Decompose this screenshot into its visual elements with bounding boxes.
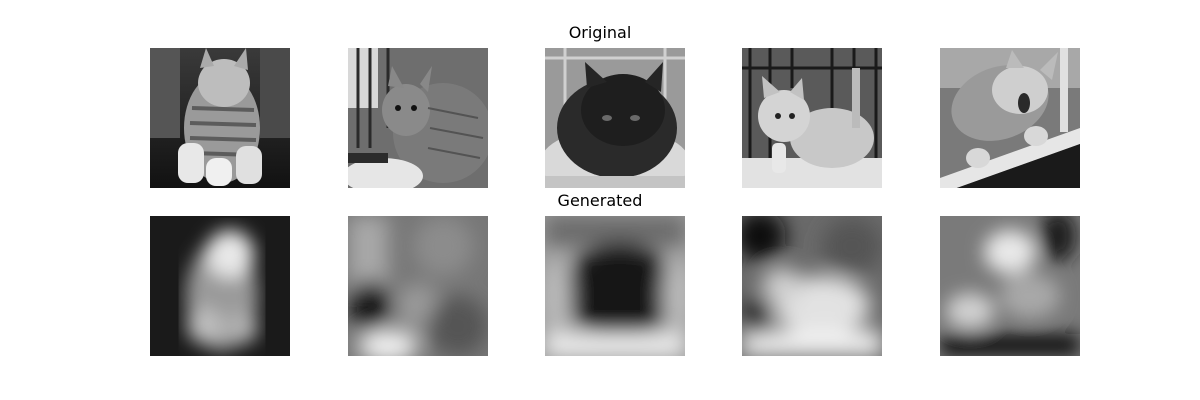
original-image-5	[940, 48, 1080, 188]
original-row-title: Original	[568, 23, 632, 42]
original-image-4	[742, 48, 882, 188]
generated-image-2	[348, 216, 488, 356]
generated-image-5	[940, 216, 1080, 356]
generated-image-4	[742, 216, 882, 356]
original-image-3	[545, 48, 685, 188]
generated-image-1	[150, 216, 290, 356]
generated-image-5-graphic	[940, 216, 1080, 356]
original-image-3-graphic	[545, 48, 685, 188]
generated-row-title: Generated	[557, 191, 643, 210]
generated-image-3-graphic	[545, 216, 685, 356]
generated-image-4-graphic	[742, 216, 882, 356]
original-image-2	[348, 48, 488, 188]
original-image-1-graphic	[150, 48, 290, 188]
original-image-1	[150, 48, 290, 188]
original-image-4-graphic	[742, 48, 882, 188]
original-image-5-graphic	[940, 48, 1080, 188]
generated-image-2-graphic	[348, 216, 488, 356]
generated-image-1-graphic	[150, 216, 290, 356]
original-image-2-graphic	[348, 48, 488, 188]
generated-image-3	[545, 216, 685, 356]
